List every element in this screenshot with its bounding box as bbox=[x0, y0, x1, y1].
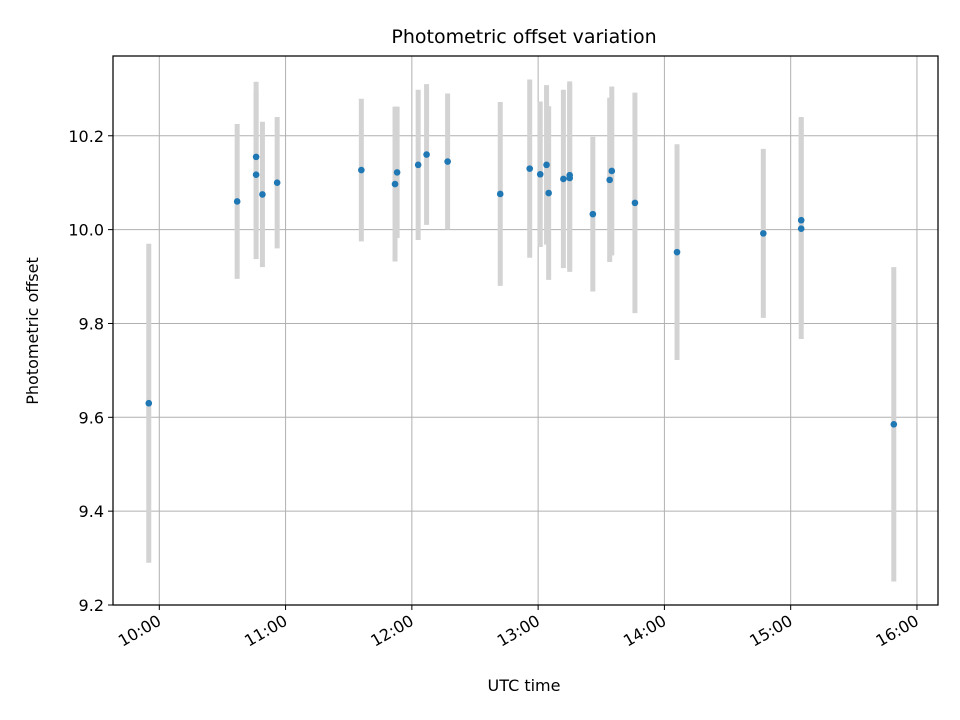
data-point bbox=[673, 248, 681, 256]
data-point bbox=[526, 165, 534, 172]
data-point bbox=[496, 190, 504, 198]
data-point bbox=[252, 171, 260, 179]
data-point bbox=[797, 225, 805, 232]
data-point bbox=[358, 166, 365, 174]
plot-area-frame bbox=[112, 55, 939, 606]
y-tick-label: 10.2 bbox=[68, 127, 104, 146]
data-point bbox=[760, 230, 767, 237]
data-point bbox=[631, 199, 639, 207]
data-point bbox=[393, 169, 401, 176]
data-point bbox=[890, 421, 898, 428]
data-point bbox=[536, 170, 544, 178]
data-point bbox=[414, 161, 422, 169]
y-tick-label: 10.0 bbox=[68, 221, 104, 240]
y-tick-label: 9.4 bbox=[79, 502, 104, 521]
data-point bbox=[543, 161, 550, 169]
data-point bbox=[444, 158, 451, 165]
data-point bbox=[391, 180, 399, 188]
data-point bbox=[252, 153, 260, 161]
data-point bbox=[259, 191, 266, 198]
data-points bbox=[145, 151, 898, 428]
data-point bbox=[566, 171, 573, 179]
y-tick-label: 9.2 bbox=[79, 596, 104, 615]
y-tick-label: 9.8 bbox=[79, 314, 104, 333]
chart-title: Photometric offset variation bbox=[391, 26, 656, 48]
data-point bbox=[545, 189, 552, 197]
data-point bbox=[589, 210, 597, 218]
y-tick-label: 9.6 bbox=[79, 408, 104, 427]
x-axis-label: UTC time bbox=[488, 676, 561, 695]
data-point bbox=[608, 167, 616, 175]
data-point bbox=[560, 175, 567, 183]
data-point bbox=[606, 176, 613, 184]
data-point bbox=[233, 198, 241, 205]
y-axis-ticks: 9.2 9.4 9.6 9.8 10.0 10.2 bbox=[68, 127, 113, 615]
data-point bbox=[145, 399, 153, 407]
data-point bbox=[273, 179, 281, 186]
data-point bbox=[423, 151, 430, 158]
y-axis-label: Photometric offset bbox=[23, 257, 42, 405]
data-point bbox=[797, 216, 805, 224]
